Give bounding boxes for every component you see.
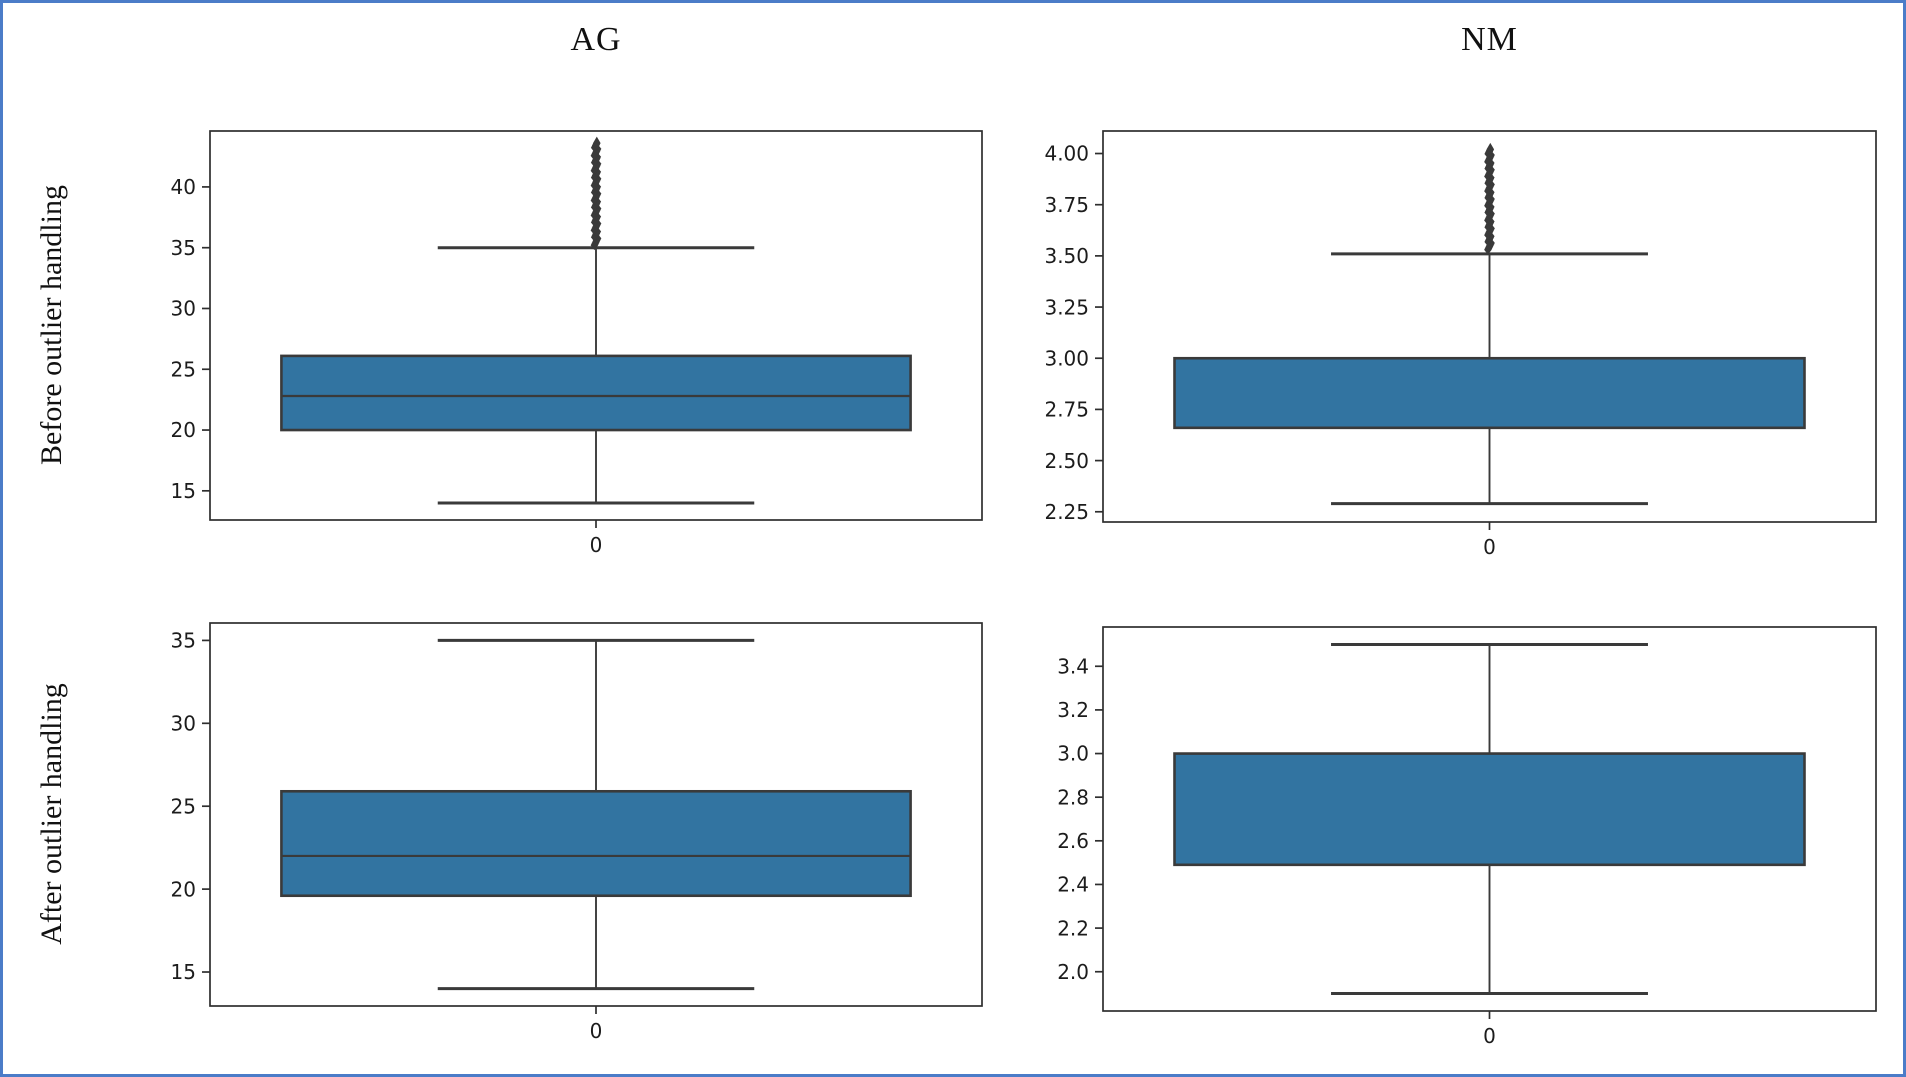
- y-tick-label: 30: [171, 712, 196, 736]
- y-tick-label: 25: [171, 357, 196, 381]
- row-label-before: Before outlier handling: [35, 185, 68, 465]
- outlier-cluster: [590, 136, 602, 251]
- y-tick-label: 2.6: [1057, 829, 1089, 853]
- boxplot-ag-before: 15 20 25 30 35 40 0: [171, 130, 983, 557]
- row-label-after: After outlier handling: [35, 683, 68, 945]
- y-tick-label: 3.50: [1044, 244, 1089, 268]
- column-title-ag: AG: [570, 21, 622, 58]
- y-tick-label: 3.0: [1057, 742, 1089, 766]
- y-tick-label: 35: [171, 236, 196, 260]
- y-tick-label: 3.25: [1044, 295, 1089, 319]
- boxplot-nm-before: 2.25 2.50 2.75 3.00 3.25 3.50 3.75 4.00 0: [1044, 130, 1877, 559]
- iqr-box: [280, 354, 912, 432]
- y-tick-label: 3.00: [1044, 346, 1089, 370]
- y-tick-label: 30: [171, 297, 196, 321]
- y-tick-label: 2.25: [1044, 500, 1089, 524]
- y-tick-label: 2.4: [1057, 873, 1089, 897]
- y-tick-label: 2.0: [1057, 960, 1089, 984]
- y-tick-label: 20: [171, 418, 196, 442]
- column-title-nm: NM: [1461, 21, 1518, 58]
- y-tick-label: 40: [171, 175, 196, 199]
- y-tick-label: 35: [171, 629, 196, 653]
- outlier-marker: [593, 196, 602, 207]
- outlier-marker: [593, 167, 602, 177]
- y-tick-label: 15: [171, 960, 196, 984]
- y-tick-label: 3.4: [1057, 654, 1089, 678]
- iqr-box: [1173, 356, 1806, 430]
- y-tick-label: 2.8: [1057, 785, 1089, 809]
- outlier-marker: [593, 211, 602, 222]
- x-tick-label: 0: [1483, 535, 1496, 559]
- x-tick-label: 0: [1483, 1024, 1496, 1048]
- outlier-marker: [593, 152, 602, 162]
- outlier-marker: [593, 136, 601, 150]
- outlier-cluster: [1484, 142, 1495, 255]
- outlier-marker: [593, 226, 602, 237]
- y-tick-label: 3.2: [1057, 698, 1089, 722]
- y-tick-label: 25: [171, 794, 196, 818]
- iqr-box: [1173, 752, 1806, 867]
- y-tick-label: 2.75: [1044, 398, 1089, 422]
- outlier-marker: [1487, 158, 1495, 168]
- y-tick-label: 4.00: [1044, 142, 1089, 166]
- x-tick-label: 0: [590, 1019, 603, 1043]
- outlier-marker: [1487, 216, 1495, 227]
- y-tick-label: 15: [171, 479, 196, 503]
- y-tick-label: 20: [171, 877, 196, 901]
- y-tick-label: 3.75: [1044, 193, 1089, 217]
- y-tick-label: 2.2: [1057, 916, 1089, 940]
- y-tick-label: 2.50: [1044, 449, 1089, 473]
- outlier-marker: [1486, 142, 1495, 156]
- iqr-box: [280, 789, 912, 898]
- outlier-marker: [1487, 231, 1495, 242]
- outlier-marker: [1487, 202, 1495, 212]
- outlier-marker: [1487, 172, 1495, 183]
- outlier-marker: [593, 181, 602, 192]
- boxplot-ag-after: 15 20 25 30 35 0: [171, 622, 983, 1043]
- outlier-marker: [1487, 187, 1495, 198]
- boxplot-nm-after: 2.0 2.2 2.4 2.6 2.8 3.0 3.2 3.4 0: [1057, 626, 1877, 1048]
- x-tick-label: 0: [590, 533, 603, 557]
